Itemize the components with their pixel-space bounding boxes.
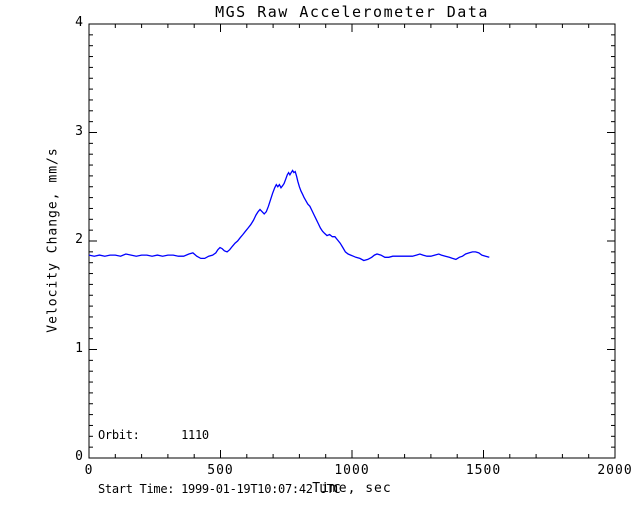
annotation-block: Orbit: 1110 Start Time: 1999-01-19T10:07… (98, 390, 341, 512)
y-tick-label: 3 (75, 123, 84, 139)
annotation-start-time: Start Time: 1999-01-19T10:07:42 UTC (98, 482, 341, 496)
y-tick-label: 4 (75, 15, 84, 30)
x-tick-label: 1500 (465, 463, 502, 478)
data-series-line (88, 169, 490, 262)
x-axis-label: Time, sec (312, 481, 392, 496)
x-tick-label: 2000 (597, 463, 633, 478)
y-tick-label: 0 (75, 449, 84, 464)
x-tick-label: 1000 (334, 463, 370, 478)
x-tick-label: 500 (207, 463, 234, 478)
y-tick-label: 1 (75, 340, 84, 356)
chart-title: MGS Raw Accelerometer Data (215, 3, 489, 21)
y-axis-label-text: Velocity Change, mm/s (45, 147, 61, 333)
annotation-orbit: Orbit: 1110 (98, 428, 209, 442)
y-tick-label: 2 (75, 232, 84, 247)
x-tick-label: 0 (84, 463, 94, 478)
